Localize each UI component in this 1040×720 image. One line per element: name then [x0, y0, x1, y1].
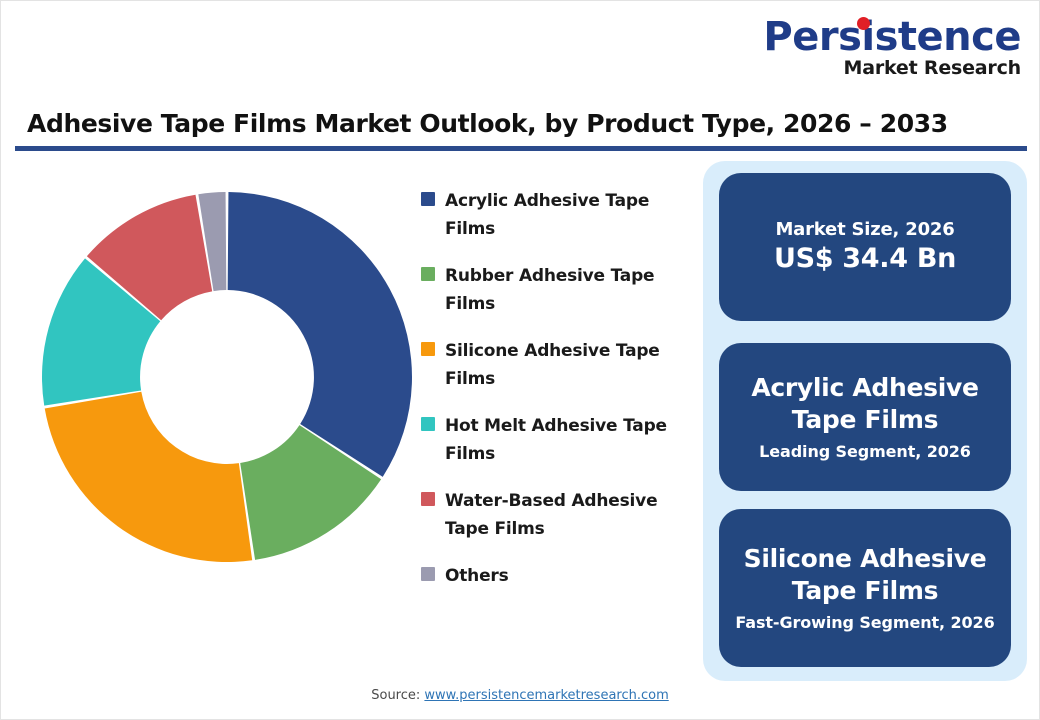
- legend-item-silicone: Silicone Adhesive Tape Films: [421, 337, 689, 393]
- fast-growing-segment-note: Fast-Growing Segment, 2026: [735, 613, 995, 632]
- brand-name-text: Persistence: [763, 17, 1021, 57]
- legend-item-label: Acrylic Adhesive Tape Films: [445, 191, 650, 239]
- fast-growing-segment-card: Silicone Adhesive Tape Films Fast-Growin…: [719, 509, 1011, 667]
- legend-item-label: Hot Melt Adhesive Tape Films: [445, 416, 667, 464]
- donut-slice: Hot Melt Adhesive Tape Films: 13.8%: [41, 258, 161, 406]
- legend-item-rubber: Rubber Adhesive Tape Films: [421, 262, 689, 318]
- market-size-card: Market Size, 2026 US$ 34.4 Bn: [719, 173, 1011, 321]
- legend-swatch-icon: [421, 267, 435, 281]
- source-footer: Source: www.persistencemarketresearch.co…: [1, 688, 1039, 703]
- leading-segment-card: Acrylic Adhesive Tape Films Leading Segm…: [719, 343, 1011, 491]
- legend-item-hot-melt: Hot Melt Adhesive Tape Films: [421, 412, 689, 468]
- leading-segment-note: Leading Segment, 2026: [759, 442, 971, 461]
- highlights-panel: Market Size, 2026 US$ 34.4 Bn Acrylic Ad…: [703, 161, 1027, 681]
- leading-segment-headline: Acrylic Adhesive Tape Films: [751, 373, 979, 434]
- page-title: Adhesive Tape Films Market Outlook, by P…: [27, 109, 948, 138]
- legend-item-label: Others: [445, 566, 509, 586]
- legend-item-label: Silicone Adhesive Tape Films: [445, 341, 660, 389]
- brand-name-label: Persistence: [763, 14, 1021, 60]
- legend-item-others: Others: [421, 562, 689, 590]
- chart-legend: Acrylic Adhesive Tape Films Rubber Adhes…: [421, 187, 689, 609]
- brand-tagline: Market Research: [843, 57, 1021, 79]
- donut-slice: Acrylic Adhesive Tape Films: 34.2%: [227, 192, 412, 477]
- source-label: Source:: [371, 688, 421, 703]
- donut-chart: Acrylic Adhesive Tape Films: 34.2%Rubber…: [41, 191, 413, 563]
- donut-chart-svg: Acrylic Adhesive Tape Films: 34.2%Rubber…: [41, 192, 412, 563]
- donut-slice: Others: 2.6%: [198, 192, 227, 292]
- title-underline-rule: [15, 146, 1027, 151]
- donut-slice-group: Acrylic Adhesive Tape Films: 34.2%Rubber…: [41, 192, 412, 563]
- donut-slice: Silicone Adhesive Tape Films: 24.7%: [44, 391, 253, 563]
- legend-item-acrylic: Acrylic Adhesive Tape Films: [421, 187, 689, 243]
- donut-slice: Rubber Adhesive Tape Films: 13.5%: [240, 425, 382, 560]
- market-size-value: US$ 34.4 Bn: [773, 243, 957, 274]
- donut-slice: Water-Based Adhesive Tape Films: 11.2%: [86, 194, 213, 321]
- legend-item-label: Water-Based Adhesive Tape Films: [445, 491, 658, 539]
- legend-item-water-based: Water-Based Adhesive Tape Films: [421, 487, 689, 543]
- logo-red-dot-icon: [858, 18, 870, 29]
- legend-swatch-icon: [421, 342, 435, 356]
- legend-swatch-icon: [421, 192, 435, 206]
- legend-swatch-icon: [421, 492, 435, 506]
- legend-swatch-icon: [421, 417, 435, 431]
- legend-swatch-icon: [421, 567, 435, 581]
- legend-item-label: Rubber Adhesive Tape Films: [445, 266, 655, 314]
- brand-logo: Persistence Market Research: [763, 17, 1021, 78]
- source-link[interactable]: www.persistencemarketresearch.com: [424, 688, 669, 703]
- market-size-kicker: Market Size, 2026: [775, 219, 955, 240]
- fast-growing-segment-headline: Silicone Adhesive Tape Films: [743, 544, 987, 605]
